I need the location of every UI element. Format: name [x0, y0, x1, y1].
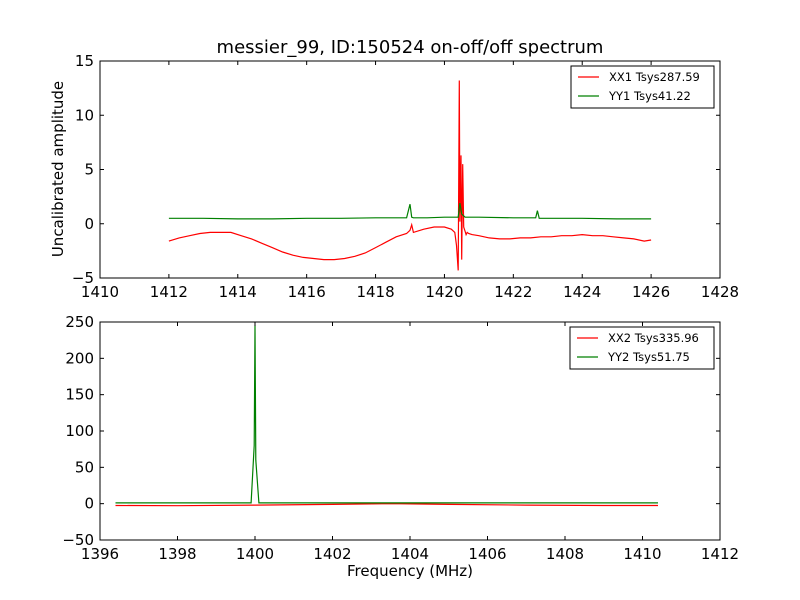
legend-box [569, 326, 715, 370]
legend-label: XX2 Tsys335.96 [608, 331, 699, 345]
x-tick-label: 1426 [632, 283, 670, 301]
legend-label: YY2 Tsys51.75 [607, 350, 690, 364]
y-tick-label: 150 [65, 386, 94, 404]
y-tick-label: −5 [72, 269, 94, 287]
y-tick-label: 100 [65, 422, 94, 440]
x-tick-label: 1420 [425, 283, 463, 301]
x-tick-label: 1398 [158, 545, 196, 563]
x-tick-label: 1418 [356, 283, 394, 301]
series-line-yy1 [168, 203, 652, 220]
y-tick-label: 200 [65, 349, 94, 367]
legend-label: YY1 Tsys41.22 [608, 89, 691, 103]
x-tick-label: 1400 [236, 545, 274, 563]
x-tick-label: 1414 [219, 283, 257, 301]
y-tick-label: −50 [62, 531, 94, 549]
x-tick-label: 1396 [81, 545, 119, 563]
series-line-xx2 [115, 503, 658, 507]
y-tick-label: 10 [75, 106, 94, 124]
x-tick-label: 1412 [701, 545, 739, 563]
x-tick-label: 1404 [391, 545, 429, 563]
series-line-xx1 [168, 80, 652, 271]
chart-title: messier_99, ID:150524 on-off/off spectru… [217, 37, 604, 58]
x-tick-label: 1410 [623, 545, 661, 563]
x-tick-label: 1422 [494, 283, 532, 301]
x-tick-label: 1412 [150, 283, 188, 301]
top-axes: 1410 1412 1414 1416 1418 1420 1422 1424 1426 1428… [72, 52, 739, 301]
y-tick-label: 50 [75, 458, 94, 476]
x-axis-label: Frequency (MHz) [347, 562, 473, 580]
x-tick-label: 1410 [81, 283, 119, 301]
x-tick-label: 1416 [288, 283, 326, 301]
bottom-axes: 1396 1398 1400 1402 1404 1406 1408 1410 1412 −50 0… [62, 313, 739, 563]
legend-box [570, 65, 715, 109]
series-line-yy2 [115, 325, 658, 504]
x-tick-label: 1402 [313, 545, 351, 563]
y-tick-label: 0 [84, 215, 94, 233]
x-tick-label: 1406 [468, 545, 506, 563]
legend-label: XX1 Tsys287.59 [609, 70, 700, 84]
y-tick-label: 250 [65, 313, 94, 331]
top-y-axis-label: Uncalibrated amplitude [49, 81, 67, 257]
x-tick-label: 1424 [563, 283, 601, 301]
y-tick-label: 5 [84, 161, 94, 179]
y-tick-label: 0 [84, 495, 94, 513]
y-tick-label: 15 [75, 52, 94, 70]
x-tick-label: 1408 [546, 545, 584, 563]
x-tick-label: 1428 [701, 283, 739, 301]
